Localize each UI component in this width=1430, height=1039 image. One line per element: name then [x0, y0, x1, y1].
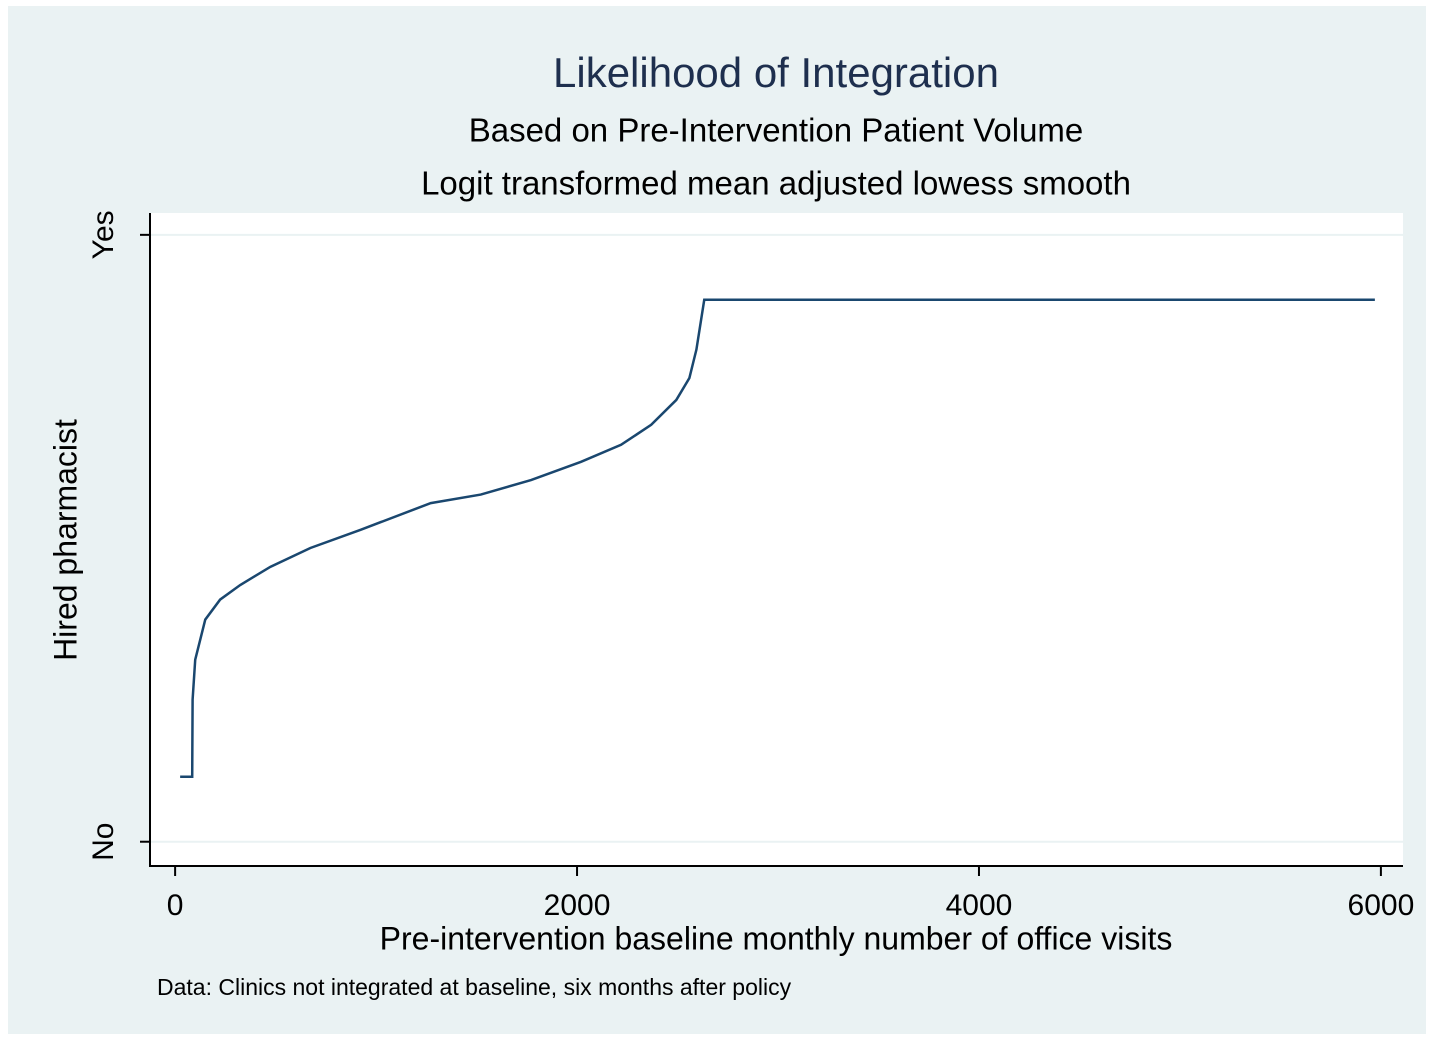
y-axis-label: Hired pharmacist	[47, 419, 83, 661]
x-tick-label: 2000	[544, 889, 611, 922]
y-tick-label: Yes	[87, 210, 120, 259]
x-tick-label: 4000	[946, 889, 1013, 922]
chart-subtitle: Based on Pre-Intervention Patient Volume	[469, 112, 1084, 149]
y-tick-label: No	[87, 823, 120, 861]
x-tick-label: 6000	[1348, 889, 1415, 922]
chart-subtitle: Logit transformed mean adjusted lowess s…	[421, 165, 1131, 202]
plot-region	[150, 213, 1403, 866]
x-tick-label: 0	[167, 889, 184, 922]
chart-title: Likelihood of Integration	[553, 49, 999, 96]
line-series	[180, 298, 1375, 779]
x-axis-label: Pre-intervention baseline monthly number…	[380, 920, 1173, 956]
note: Data: Clinics not integrated at baseline…	[157, 974, 792, 1000]
